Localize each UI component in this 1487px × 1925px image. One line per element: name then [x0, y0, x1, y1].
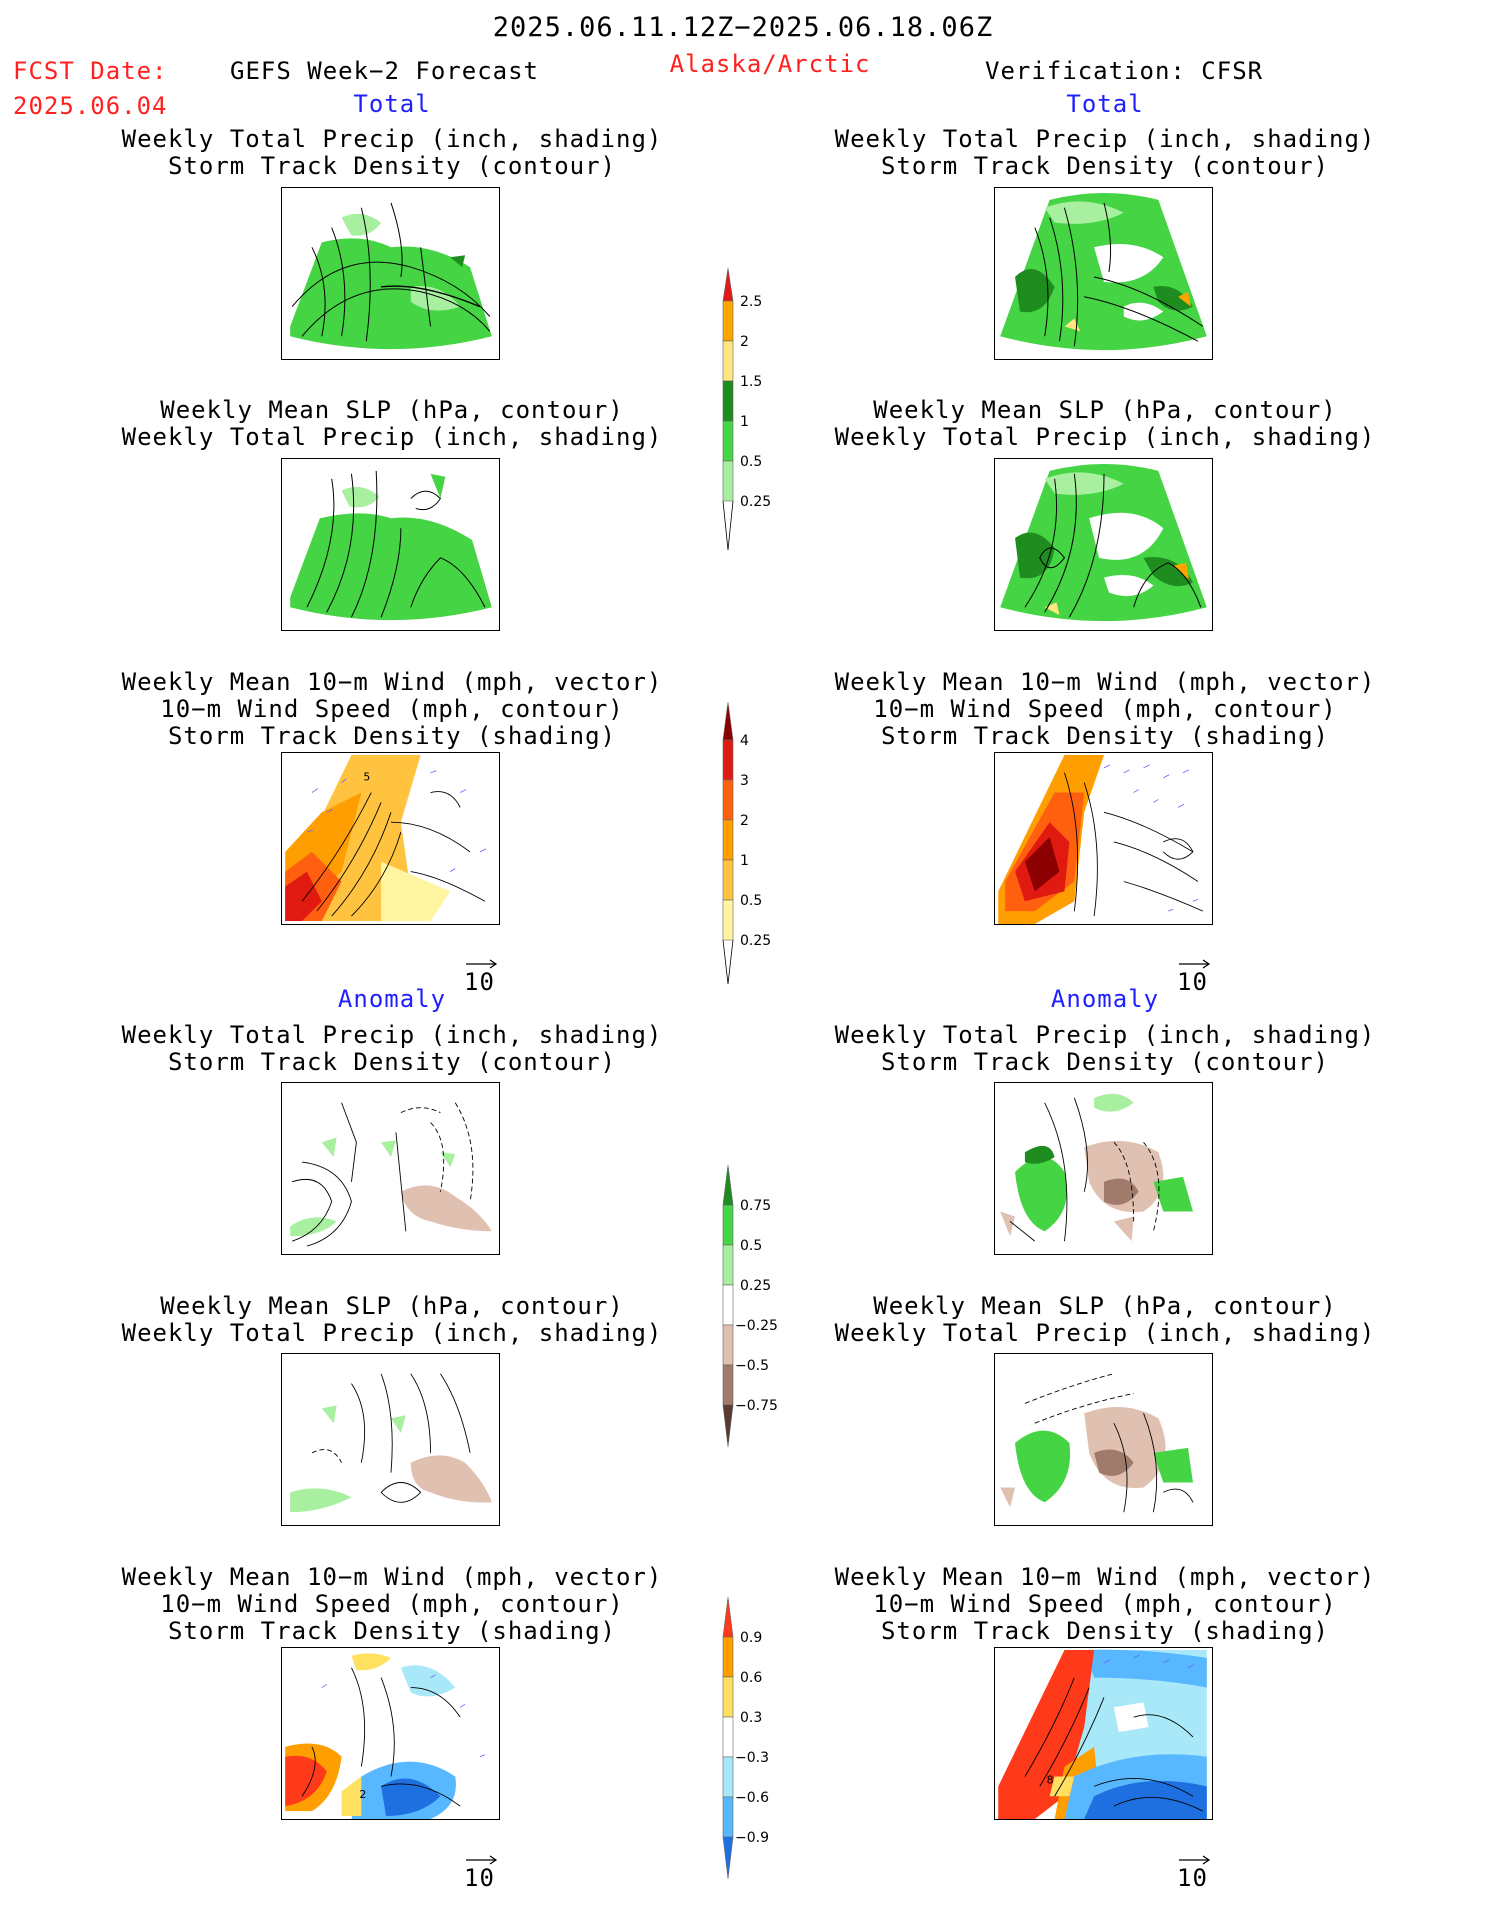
map-slp-precip-anom-right: [994, 1353, 1213, 1526]
cbar-tick: 2.5: [740, 294, 762, 310]
cbar-tick: 0.5: [740, 454, 762, 470]
ref-vector-label: 10: [464, 1864, 495, 1892]
section-anomaly-left: Anomaly: [337, 985, 447, 1013]
section-anomaly-right: Anomaly: [1050, 985, 1160, 1013]
contour-label: 8: [1047, 1773, 1054, 1786]
map-wind-storm-total-left: 5: [281, 752, 500, 925]
map-slp-precip-total-left: [281, 458, 500, 631]
contour-label: 5: [363, 771, 370, 784]
region-title: Alaska/Arctic: [669, 50, 871, 78]
title-wind-storm-anom-left: Weekly Mean 10−m Wind (mph, vector) 10−m …: [121, 1563, 663, 1645]
ref-vector-anom-left: 10: [462, 1852, 502, 1892]
map-precip-storm-total-right: [994, 187, 1213, 360]
cbar-tick: 0.3: [740, 1710, 762, 1726]
section-total-left: Total: [353, 90, 431, 118]
cbar-tick: 0.25: [740, 1278, 771, 1294]
cbar-tick: −0.9: [735, 1830, 769, 1846]
title-slp-precip-total-left: Weekly Mean SLP (hPa, contour) Weekly Tot…: [121, 396, 663, 451]
cbar-tick: −0.25: [735, 1318, 778, 1334]
cbar-tick: 1: [740, 853, 749, 869]
ref-vector-anom-right: 10: [1175, 1852, 1215, 1892]
title-wind-storm-total-left: Weekly Mean 10−m Wind (mph, vector) 10−m …: [121, 668, 663, 750]
title-precip-storm-total-left: Weekly Total Precip (inch, shading) Storm…: [121, 125, 663, 180]
map-wind-storm-total-right: [994, 752, 1213, 925]
map-wind-storm-anom-left: 2: [281, 1647, 500, 1820]
title-slp-precip-total-right: Weekly Mean SLP (hPa, contour) Weekly Tot…: [834, 396, 1376, 451]
cbar-tick: 0.6: [740, 1670, 762, 1686]
map-precip-storm-total-left: [281, 187, 500, 360]
contour-label: 2: [359, 1788, 366, 1801]
date-range: 2025.06.11.12Z−2025.06.18.06Z: [492, 12, 994, 43]
map-precip-storm-anom-left: [281, 1082, 500, 1255]
title-precip-storm-anom-left: Weekly Total Precip (inch, shading) Storm…: [121, 1021, 663, 1076]
colorbar-storm-total: 4 3 2 1 0.5 0.25: [718, 701, 788, 988]
cbar-tick: 3: [740, 773, 749, 789]
cbar-tick: 1: [740, 414, 749, 430]
map-slp-precip-anom-left: [281, 1353, 500, 1526]
title-slp-precip-anom-left: Weekly Mean SLP (hPa, contour) Weekly Tot…: [121, 1292, 663, 1347]
fcst-date: 2025.06.04: [13, 92, 168, 120]
ref-vector-label: 10: [1177, 968, 1208, 996]
cbar-tick: −0.75: [735, 1398, 778, 1414]
title-slp-precip-anom-right: Weekly Mean SLP (hPa, contour) Weekly Tot…: [834, 1292, 1376, 1347]
cbar-tick: −0.3: [735, 1750, 769, 1766]
cbar-tick: −0.5: [735, 1358, 769, 1374]
cbar-tick: 0.5: [740, 1238, 762, 1254]
ref-vector-label: 10: [1177, 1864, 1208, 1892]
section-total-right: Total: [1066, 90, 1144, 118]
title-precip-storm-anom-right: Weekly Total Precip (inch, shading) Storm…: [834, 1021, 1376, 1076]
cbar-tick: 0.25: [740, 494, 771, 510]
product-title: GEFS Week−2 Forecast: [230, 57, 539, 85]
cbar-tick: −0.6: [735, 1790, 769, 1806]
title-wind-storm-total-right: Weekly Mean 10−m Wind (mph, vector) 10−m …: [834, 668, 1376, 750]
title-precip-storm-total-right: Weekly Total Precip (inch, shading) Storm…: [834, 125, 1376, 180]
map-precip-storm-anom-right: [994, 1082, 1213, 1255]
cbar-tick: 0.5: [740, 893, 762, 909]
fcst-label: FCST Date:: [13, 57, 168, 85]
colorbar-storm-anom: 0.9 0.6 0.3 −0.3 −0.6 −0.9: [718, 1596, 798, 1883]
colorbar-precip-total: 2.5 2 1.5 1 0.5 0.25: [718, 267, 788, 554]
cbar-tick: 2: [740, 334, 749, 350]
cbar-tick: 0.9: [740, 1630, 762, 1646]
cbar-tick: 2: [740, 813, 749, 829]
colorbar-precip-anom: 0.75 0.5 0.25 −0.25 −0.5 −0.75: [718, 1164, 798, 1451]
map-wind-storm-anom-right: 8: [994, 1647, 1213, 1820]
cbar-tick: 0.75: [740, 1198, 771, 1214]
ref-vector-total-right: 10: [1175, 956, 1215, 996]
ref-vector-label: 10: [464, 968, 495, 996]
map-slp-precip-total-right: [994, 458, 1213, 631]
cbar-tick: 4: [740, 733, 749, 749]
verification-title: Verification: CFSR: [985, 57, 1264, 85]
cbar-tick: 1.5: [740, 374, 762, 390]
title-wind-storm-anom-right: Weekly Mean 10−m Wind (mph, vector) 10−m …: [834, 1563, 1376, 1645]
cbar-tick: 0.25: [740, 933, 771, 949]
ref-vector-total-left: 10: [462, 956, 502, 996]
